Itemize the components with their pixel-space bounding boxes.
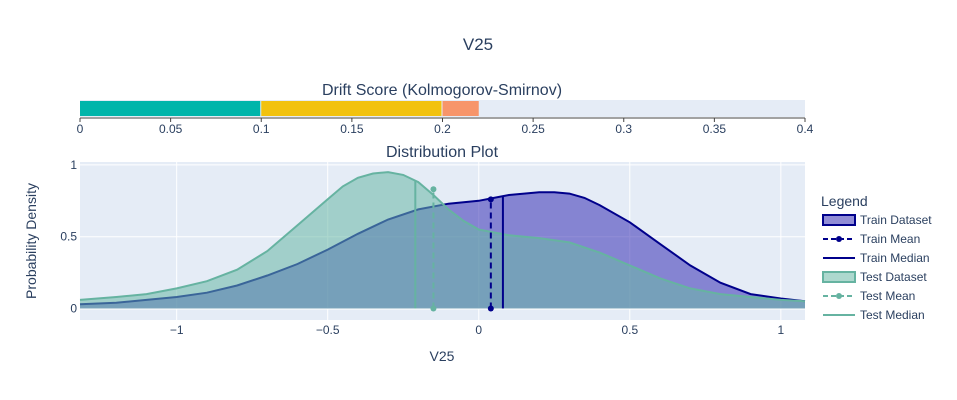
drift-score-tick-label: 0.15 [340, 122, 364, 136]
legend-items[interactable]: Train Dataset Train Mean Train Median Test … [822, 213, 932, 322]
x-tick-label: 0.5 [621, 323, 638, 337]
distribution-y-ticks: 00.51 [60, 158, 77, 316]
drift-score-tick-label: 0.1 [253, 122, 270, 136]
x-axis-label: V25 [430, 348, 455, 364]
x-tick-label: 0 [475, 323, 482, 337]
legend-label: Train Mean [860, 232, 920, 246]
legend-swatch [822, 271, 856, 283]
mean-marker-bottom [430, 305, 437, 312]
legend-label: Test Median [860, 308, 925, 322]
x-tick-label: −1 [170, 323, 184, 337]
drift-score-tick-label: 0.2 [434, 122, 451, 136]
y-tick-label: 0 [70, 302, 77, 316]
x-tick-label: −0.5 [316, 323, 340, 337]
legend-item[interactable]: Train Dataset [822, 213, 932, 227]
density-line [79, 171, 806, 303]
drift-score-tick-label: 0 [77, 122, 84, 136]
drift-score-tick-label: 0.05 [159, 122, 183, 136]
drift-score-title: Drift Score (Kolmogorov-Smirnov) [322, 82, 562, 99]
distribution-series [79, 171, 806, 312]
legend-label: Train Median [860, 251, 930, 265]
mean-marker-top [487, 196, 494, 203]
legend-marker [836, 293, 842, 299]
drift-score-tick-label: 0.4 [797, 122, 814, 136]
drift-score-segment [261, 101, 442, 116]
legend-item[interactable]: Test Mean [823, 289, 915, 303]
distribution-title: Distribution Plot [386, 144, 499, 161]
drift-score-x-ticks: 0 0.05 0.1 0.15 0.2 0.25 0.3 0.35 0.4 [77, 118, 814, 136]
distribution-x-ticks: −1 −0.5 0 0.5 1 [170, 323, 785, 337]
y-tick-label: 1 [70, 158, 77, 172]
drift-score-segment [80, 101, 261, 116]
drift-score-segment [442, 101, 479, 116]
density-area [80, 172, 805, 309]
legend[interactable]: Legend Train Dataset Train Mean Train Medi… [821, 193, 932, 322]
legend-item[interactable]: Train Mean [823, 232, 920, 246]
legend-item[interactable]: Train Median [823, 251, 930, 265]
legend-title: Legend [821, 193, 868, 209]
legend-label: Test Dataset [860, 270, 927, 284]
legend-label: Test Mean [860, 289, 915, 303]
drift-score-tick-label: 0.3 [615, 122, 632, 136]
x-tick-label: 1 [777, 323, 784, 337]
drift-score-tick-label: 0.25 [521, 122, 545, 136]
legend-marker [836, 236, 842, 242]
figure-title: V25 [463, 35, 493, 54]
y-tick-label: 0.5 [60, 230, 77, 244]
y-axis-label: Probability Density [23, 183, 39, 299]
legend-item[interactable]: Test Dataset [822, 270, 927, 284]
legend-label: Train Dataset [860, 213, 932, 227]
mean-marker-top [430, 186, 437, 193]
mean-marker-bottom [487, 305, 494, 312]
drift-score-bars [80, 101, 479, 116]
drift-score-tick-label: 0.35 [703, 122, 727, 136]
distribution-panel: Distribution Plot −1 −0.5 0 0.5 1 00.51 V25 … [23, 144, 806, 364]
drift-score-panel: Drift Score (Kolmogorov-Smirnov) 0 0.05 0.… [77, 82, 814, 136]
legend-item[interactable]: Test Median [823, 308, 925, 322]
legend-swatch [822, 214, 856, 226]
